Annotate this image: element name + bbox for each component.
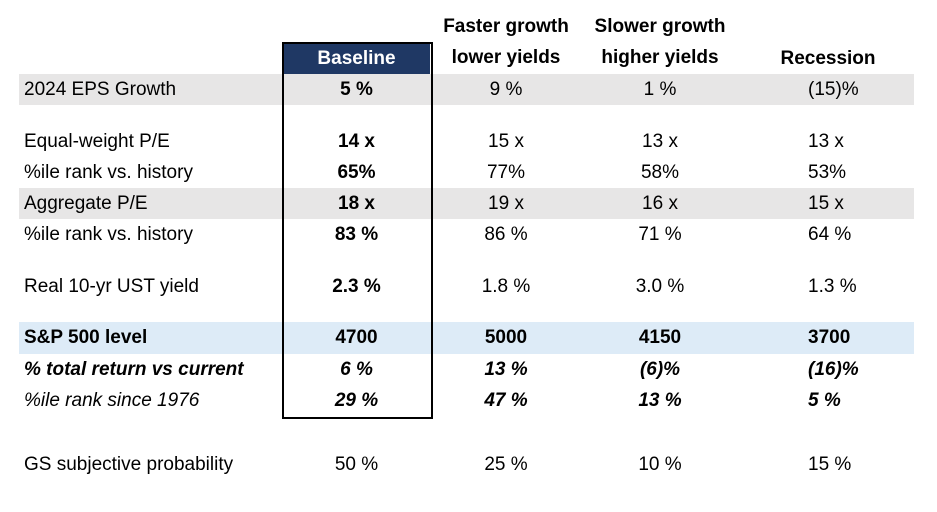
table-row-total-return: % total return vs current 6 % 13 % (6)% … bbox=[0, 354, 937, 385]
cell-recession: 3700 bbox=[808, 327, 851, 348]
cell-slower: 13 x bbox=[642, 131, 678, 152]
cell-recession: 64 % bbox=[808, 224, 852, 245]
cell-baseline: 4700 bbox=[335, 327, 378, 348]
cell-slower: 10 % bbox=[638, 454, 682, 475]
cell-slower: 16 x bbox=[642, 193, 678, 214]
cell-faster: 19 x bbox=[488, 193, 524, 214]
header-slower-line2: higher yields bbox=[601, 47, 719, 68]
row-label: 2024 EPS Growth bbox=[24, 79, 177, 100]
cell-recession: 1.3 % bbox=[808, 276, 857, 297]
cell-faster: 25 % bbox=[484, 454, 528, 475]
cell-faster: 13 % bbox=[484, 359, 528, 380]
header-baseline: Baseline bbox=[283, 43, 430, 74]
table-row-equal-weight-rank: %ile rank vs. history 65% 77% 58% 53% bbox=[0, 157, 937, 188]
cell-slower: 71 % bbox=[638, 224, 682, 245]
table-row-eps-growth: 2024 EPS Growth 5 % 9 % 1 % (15)% bbox=[0, 74, 937, 105]
header-faster-line1: Faster growth bbox=[443, 16, 569, 37]
row-label: S&P 500 level bbox=[24, 327, 148, 348]
cell-baseline: 29 % bbox=[334, 390, 379, 411]
cell-faster: 86 % bbox=[484, 224, 528, 245]
row-label: %ile rank since 1976 bbox=[24, 390, 200, 411]
band-sp500-level bbox=[19, 322, 914, 354]
table-row-sp500-level: S&P 500 level 4700 5000 4150 3700 bbox=[0, 322, 937, 353]
row-label: % total return vs current bbox=[24, 359, 244, 380]
cell-slower: 1 % bbox=[643, 79, 677, 100]
cell-recession: 15 % bbox=[808, 454, 852, 475]
cell-baseline: 2.3 % bbox=[332, 276, 381, 297]
cell-slower: 58% bbox=[640, 162, 680, 183]
cell-faster: 77% bbox=[486, 162, 526, 183]
row-label: Real 10-yr UST yield bbox=[24, 276, 199, 297]
cell-baseline: 65% bbox=[337, 162, 376, 183]
cell-baseline: 83 % bbox=[334, 224, 379, 245]
cell-slower: 3.0 % bbox=[635, 276, 685, 297]
header-slower-line1: Slower growth bbox=[594, 16, 726, 37]
cell-slower: (6)% bbox=[639, 359, 681, 380]
table-row-real-yield: Real 10-yr UST yield 2.3 % 1.8 % 3.0 % 1… bbox=[0, 271, 937, 302]
cell-baseline: 6 % bbox=[340, 359, 373, 380]
header-faster-growth: Faster growth lower yields bbox=[432, 11, 580, 73]
cell-faster: 15 x bbox=[488, 131, 524, 152]
table-row-aggregate-pe: Aggregate P/E 18 x 19 x 16 x 15 x bbox=[0, 188, 937, 219]
cell-baseline: 50 % bbox=[334, 454, 379, 475]
table-row-aggregate-rank: %ile rank vs. history 83 % 86 % 71 % 64 … bbox=[0, 219, 937, 250]
row-label: GS subjective probability bbox=[24, 454, 234, 475]
cell-recession: 5 % bbox=[808, 390, 841, 411]
row-label: Aggregate P/E bbox=[24, 193, 148, 214]
table-row-probability: GS subjective probability 50 % 25 % 10 %… bbox=[0, 449, 937, 480]
cell-recession: 13 x bbox=[808, 131, 844, 152]
cell-faster: 1.8 % bbox=[481, 276, 531, 297]
cell-baseline: 14 x bbox=[338, 131, 375, 152]
cell-recession: (15)% bbox=[808, 79, 859, 100]
table-row-rank-since-1976: %ile rank since 1976 29 % 47 % 13 % 5 % bbox=[0, 385, 937, 416]
band-eps-growth bbox=[19, 74, 914, 105]
header-faster-line2: lower yields bbox=[451, 47, 561, 68]
row-label: %ile rank vs. history bbox=[24, 224, 193, 245]
cell-baseline: 5 % bbox=[340, 79, 373, 100]
row-label: %ile rank vs. history bbox=[24, 162, 193, 183]
row-label: Equal-weight P/E bbox=[24, 131, 170, 152]
header-slower-growth: Slower growth higher yields bbox=[584, 11, 736, 73]
header-recession: Recession bbox=[780, 48, 876, 69]
cell-faster: 5000 bbox=[484, 327, 528, 348]
cell-recession: 53% bbox=[808, 162, 847, 183]
cell-faster: 47 % bbox=[484, 390, 528, 411]
cell-recession: 15 x bbox=[808, 193, 844, 214]
cell-slower: 4150 bbox=[638, 327, 682, 348]
cell-slower: 13 % bbox=[638, 390, 682, 411]
band-aggregate-pe bbox=[19, 188, 914, 219]
cell-baseline: 18 x bbox=[338, 193, 375, 214]
table-row-equal-weight-pe: Equal-weight P/E 14 x 15 x 13 x 13 x bbox=[0, 126, 937, 157]
cell-faster: 9 % bbox=[489, 79, 523, 100]
cell-recession: (16)% bbox=[808, 359, 859, 380]
